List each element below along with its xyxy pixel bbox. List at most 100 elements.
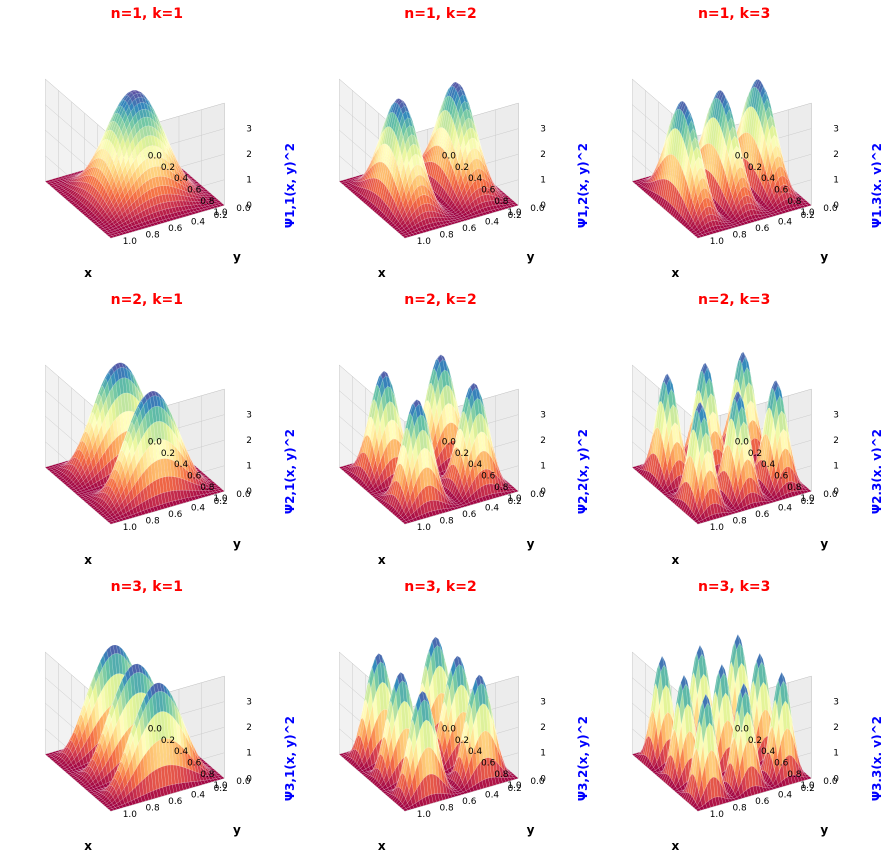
subplot-title: n=1, k=2 [294,6,588,22]
tick-label: 0.8 [145,803,160,813]
x-axis-label: x [378,553,386,567]
tick-label: 0.4 [191,217,206,227]
tick-label: 0.2 [507,497,521,507]
surface-plot: 0.00.20.40.60.81.00.00.20.40.60.81.00123 [591,314,853,542]
tick-label: 0.6 [462,797,477,807]
tick-label: 0.4 [174,460,189,470]
subplot-title: n=2, k=2 [294,292,588,308]
tick-label: 0.8 [494,770,509,780]
tick-label: 0.4 [761,747,776,757]
subplot-title: n=2, k=1 [0,292,294,308]
tick-label: 0.0 [441,438,456,448]
tick-label: 1.0 [123,523,138,533]
tick-label: 2 [834,723,840,733]
subplot-title: n=1, k=3 [587,6,881,22]
x-axis-label: x [84,266,92,280]
tick-label: 0.0 [148,151,163,161]
subplot-n2-k1: n=2, k=1Ψ2,1(x, y)^2xy0.00.20.40.60.81.0… [0,286,294,572]
plot-area: 0.00.20.40.60.81.00.00.20.40.60.81.00123 [298,601,560,829]
tick-label: 2 [540,723,546,733]
tick-label: 1 [246,748,252,758]
tick-label: 0.4 [778,217,793,227]
subplot-title: n=3, k=3 [587,579,881,595]
tick-label: 0.2 [748,163,762,173]
tick-label: 0.4 [778,504,793,514]
tick-label: 2 [834,150,840,160]
tick-label: 0.6 [168,510,183,520]
tick-label: 0.8 [439,803,454,813]
tick-label: 0.0 [735,151,750,161]
tick-label: 0.8 [788,197,803,207]
tick-label: 0 [834,201,840,211]
tick-label: 0.4 [174,174,189,184]
tick-label: 3 [540,697,546,707]
surface-plot: 0.00.20.40.60.81.00.00.20.40.60.81.00123 [4,314,266,542]
tick-label: 1.0 [710,237,725,247]
tick-label: 0.4 [174,747,189,757]
surface [339,637,518,811]
x-axis-label: x [84,553,92,567]
surface-plot: 0.00.20.40.60.81.00.00.20.40.60.81.00123 [4,601,266,829]
tick-label: 1 [246,176,252,186]
tick-label: 1 [834,748,840,758]
tick-label: 1.0 [416,237,431,247]
tick-label: 0.8 [200,197,215,207]
z-axis-label: Ψ2,3(x, y)^2 [870,429,881,514]
tick-label: 1 [540,176,546,186]
tick-label: 0.6 [187,185,202,195]
tick-label: 0.6 [755,224,770,234]
tick-label: 3 [834,411,840,421]
tick-label: 2 [540,436,546,446]
tick-label: 0.2 [748,449,762,459]
tick-label: 0.6 [755,510,770,520]
tick-label: 2 [246,723,252,733]
tick-label: 0.6 [168,224,183,234]
tick-label: 3 [246,411,252,421]
tick-label: 0 [834,774,840,784]
surface [633,634,812,811]
subplot-n1-k3: n=1, k=3Ψ1,3(x, y)^2xy0.00.20.40.60.81.0… [587,0,881,286]
plot-area: 0.00.20.40.60.81.00.00.20.40.60.81.00123 [591,601,853,829]
tick-label: 0.6 [481,472,496,482]
x-axis-label: x [672,839,680,853]
subplot-title: n=2, k=3 [587,292,881,308]
tick-label: 0.0 [735,724,750,734]
tick-label: 0.2 [161,449,175,459]
tick-label: 0 [540,488,546,498]
tick-label: 1.0 [123,810,138,820]
tick-label: 0.4 [761,460,776,470]
tick-label: 0.6 [774,472,789,482]
tick-label: 0.2 [214,783,228,793]
subplot-title: n=3, k=2 [294,579,588,595]
tick-label: 0.2 [455,163,469,173]
tick-label: 3 [540,125,546,135]
tick-label: 0.8 [145,517,160,527]
tick-label: 0.2 [214,497,228,507]
tick-label: 0.8 [439,230,454,240]
tick-label: 2 [540,150,546,160]
plot-area: 0.00.20.40.60.81.00.00.20.40.60.81.00123 [298,314,560,542]
tick-label: 0.2 [507,783,521,793]
tick-label: 0.8 [733,230,748,240]
subplot-n2-k2: n=2, k=2Ψ2,2(x, y)^2xy0.00.20.40.60.81.0… [294,286,588,572]
tick-label: 0.8 [200,770,215,780]
subplot-title: n=1, k=1 [0,6,294,22]
tick-label: 0.4 [468,460,483,470]
subplot-n1-k2: n=1, k=2Ψ1,2(x, y)^2xy0.00.20.40.60.81.0… [294,0,588,286]
tick-label: 0.6 [481,185,496,195]
surface-plot: 0.00.20.40.60.81.00.00.20.40.60.81.00123 [298,314,560,542]
tick-label: 0.0 [148,438,163,448]
x-axis-label: x [378,266,386,280]
tick-label: 0.2 [161,163,175,173]
surface [633,352,812,524]
tick-label: 1.0 [416,810,431,820]
tick-label: 1 [540,748,546,758]
surface [339,355,518,524]
tick-label: 3 [246,125,252,135]
tick-label: 0.2 [748,735,762,745]
tick-label: 0.8 [788,770,803,780]
surface-plot: 0.00.20.40.60.81.00.00.20.40.60.81.00123 [4,28,266,256]
subplot-n3-k1: n=3, k=1Ψ3,1(x, y)^2xy0.00.20.40.60.81.0… [0,573,294,859]
tick-label: 0.4 [761,174,776,184]
tick-label: 0.0 [441,151,456,161]
